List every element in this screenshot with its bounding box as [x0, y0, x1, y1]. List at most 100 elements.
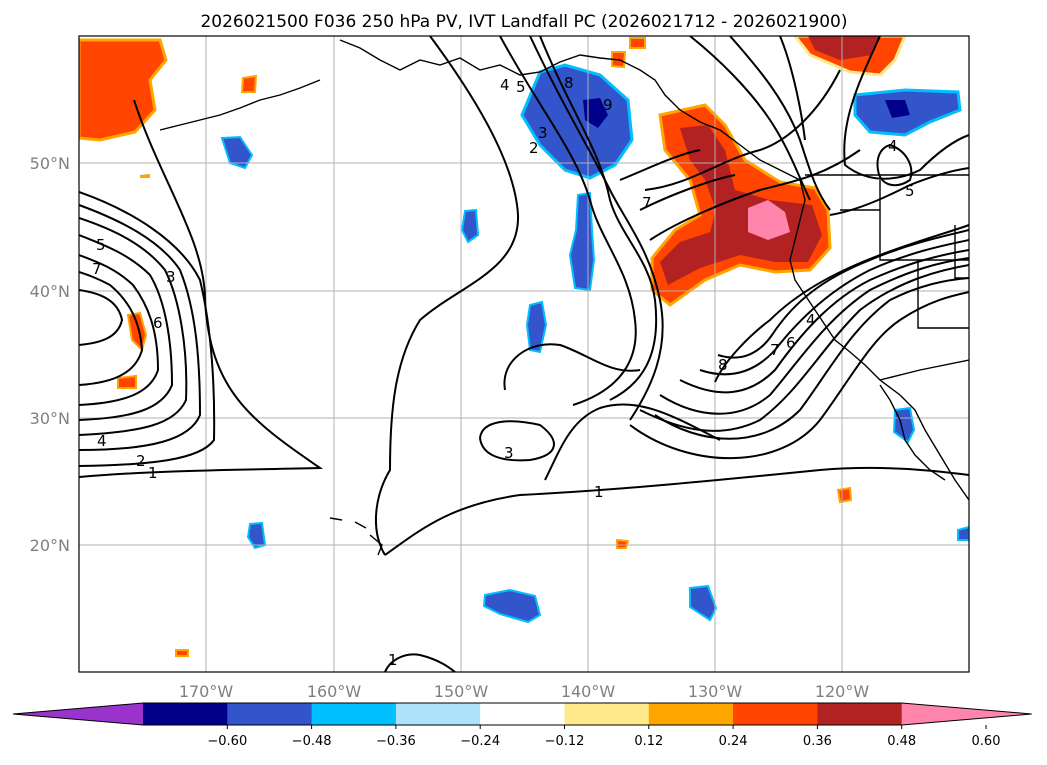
lon-tick-140w: 140°W: [561, 682, 616, 701]
contour-east-c: [639, 264, 969, 432]
colorbar-tick-label: −0.36: [376, 734, 416, 749]
contour-north-j: [876, 143, 913, 187]
lon-tick-170w: 170°W: [179, 682, 234, 701]
contour-east-g: [717, 229, 969, 359]
colorbar-segment: [480, 703, 565, 725]
contour-north-f: [689, 36, 811, 201]
contour-central-2: [503, 343, 641, 391]
lat-tick-20n: 20°N: [30, 536, 70, 555]
colorbar-tick-label: 0.12: [634, 734, 663, 749]
contour-label-5-inland: 5: [905, 182, 915, 200]
pv-positive-blob-9: [140, 174, 150, 178]
contour-north-g: [729, 36, 831, 211]
contour-west-6: [79, 254, 160, 406]
border-state-1: [840, 209, 969, 261]
lon-tick-160w: 160°W: [307, 682, 362, 701]
contour-label-4-west: 4: [97, 432, 107, 450]
pv-negative-blob-2: [460, 208, 480, 244]
ivt-contours: [79, 36, 969, 672]
colorbar-tick-label: 0.36: [803, 734, 832, 749]
contour-label-3-west: 3: [166, 268, 176, 286]
contour-east-j: [629, 291, 969, 460]
pv-negative-blob-4: [525, 300, 548, 354]
contour-east-a: [499, 36, 637, 406]
lat-tick-30n: 30°N: [30, 409, 70, 428]
colorbar-tick-label: −0.24: [460, 734, 500, 749]
contour-central-3: [478, 420, 555, 462]
map-frame: [78, 35, 970, 673]
aleutians: [159, 79, 321, 131]
lat-tick-labels: 50°N 40°N 30°N 20°N: [30, 154, 70, 555]
pv-peak-region-coast: [748, 200, 790, 240]
lat-tick-40n: 40°N: [30, 282, 70, 301]
contour-label-7-west: 7: [92, 260, 102, 278]
contour-north-h: [779, 36, 806, 141]
pv-shading: [79, 36, 969, 657]
pv-positive-blob-6: [836, 486, 853, 504]
contour-main-1: [374, 36, 520, 556]
lon-tick-150w: 150°W: [434, 682, 489, 701]
contour-north-d: [619, 149, 701, 181]
colorbar-tick-label: 0.60: [972, 734, 1001, 749]
contour-west-8: [79, 289, 124, 346]
colorbar-extend-max: [901, 703, 1032, 725]
colorbar: −0.60 −0.48 −0.36 −0.24 −0.12 0.12 0.24 0.36 0.4…: [12, 702, 1032, 749]
colorbar-outline: [12, 702, 1032, 726]
contour-label-1-bottom: 1: [388, 651, 398, 669]
contour-east-b: [539, 36, 658, 401]
colorbar-tick-label: −0.12: [545, 734, 585, 749]
contour-label-5-north: 5: [516, 78, 526, 96]
contour-label-2-west: 2: [136, 452, 146, 470]
colorbar-segment: [564, 703, 650, 725]
contour-label-7-north: 7: [642, 194, 652, 212]
lat-tick-50n: 50°N: [30, 154, 70, 173]
lon-tick-130w: 130°W: [688, 682, 743, 701]
contour-label-4-south: 4: [806, 311, 816, 329]
pv-positive-blob-3: [240, 74, 258, 93]
pv-negative-core-canada: [885, 100, 910, 118]
contour-label-8-south: 8: [718, 356, 728, 374]
contour-west-3: [79, 204, 202, 451]
contour-west-4: [79, 217, 188, 436]
contour-labels: 5 7 3 6 4 2 1 4 5 3 8 9 2 7 8 7 6 4 3 1: [92, 74, 915, 669]
colorbar-tick-label: 0.48: [887, 734, 916, 749]
pv-negative-blob-6: [482, 588, 542, 624]
contour-east-d: [659, 257, 969, 415]
pv-negative-blob-9: [957, 525, 969, 541]
pv-positive-blob-5: [629, 37, 646, 49]
contour-central-4: [544, 403, 721, 481]
contour-main-1b: [384, 466, 969, 556]
coast-baja: [879, 384, 946, 481]
contour-label-6-west: 6: [153, 314, 163, 332]
colorbar-segment: [395, 703, 481, 725]
pv-strong-region-coast: [660, 125, 822, 285]
border-state-4: [954, 225, 969, 279]
contour-west-7: [79, 271, 144, 386]
hawaii-3: [369, 534, 383, 556]
lon-tick-labels: 170°W 160°W 150°W 140°W 130°W 120°W: [179, 682, 870, 701]
colorbar-segment: [143, 703, 228, 725]
lon-tick-120w: 120°W: [815, 682, 870, 701]
coastlines: [159, 39, 969, 556]
contour-west-5: [79, 234, 174, 421]
contour-label-5-west: 5: [96, 236, 106, 254]
pv-negative-blob-5: [246, 521, 267, 550]
colorbar-tick-label: 0.24: [719, 734, 748, 749]
contour-label-9-north: 9: [603, 96, 613, 114]
contour-west-2: [79, 191, 216, 467]
colorbar-tick-label: −0.60: [207, 734, 247, 749]
contour-label-4-north: 4: [500, 76, 510, 94]
map-title: 2026021500 F036 250 hPa PV, IVT Landfall…: [200, 12, 847, 32]
contour-label-6-south: 6: [786, 334, 796, 352]
border-state-3: [917, 260, 969, 329]
contour-west-1: [79, 99, 324, 478]
contour-north-k: [829, 167, 969, 216]
contour-north-a: [529, 36, 664, 421]
contour-east-h: [714, 224, 969, 383]
colorbar-segment: [227, 703, 313, 725]
contour-label-7-south: 7: [770, 341, 780, 359]
border-us-mexico: [879, 359, 969, 381]
contour-east-f: [699, 239, 969, 376]
colorbar-tick-label: −0.48: [292, 734, 332, 749]
